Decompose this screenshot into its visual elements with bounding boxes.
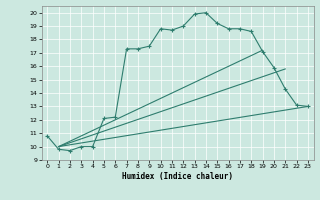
X-axis label: Humidex (Indice chaleur): Humidex (Indice chaleur) (122, 172, 233, 181)
